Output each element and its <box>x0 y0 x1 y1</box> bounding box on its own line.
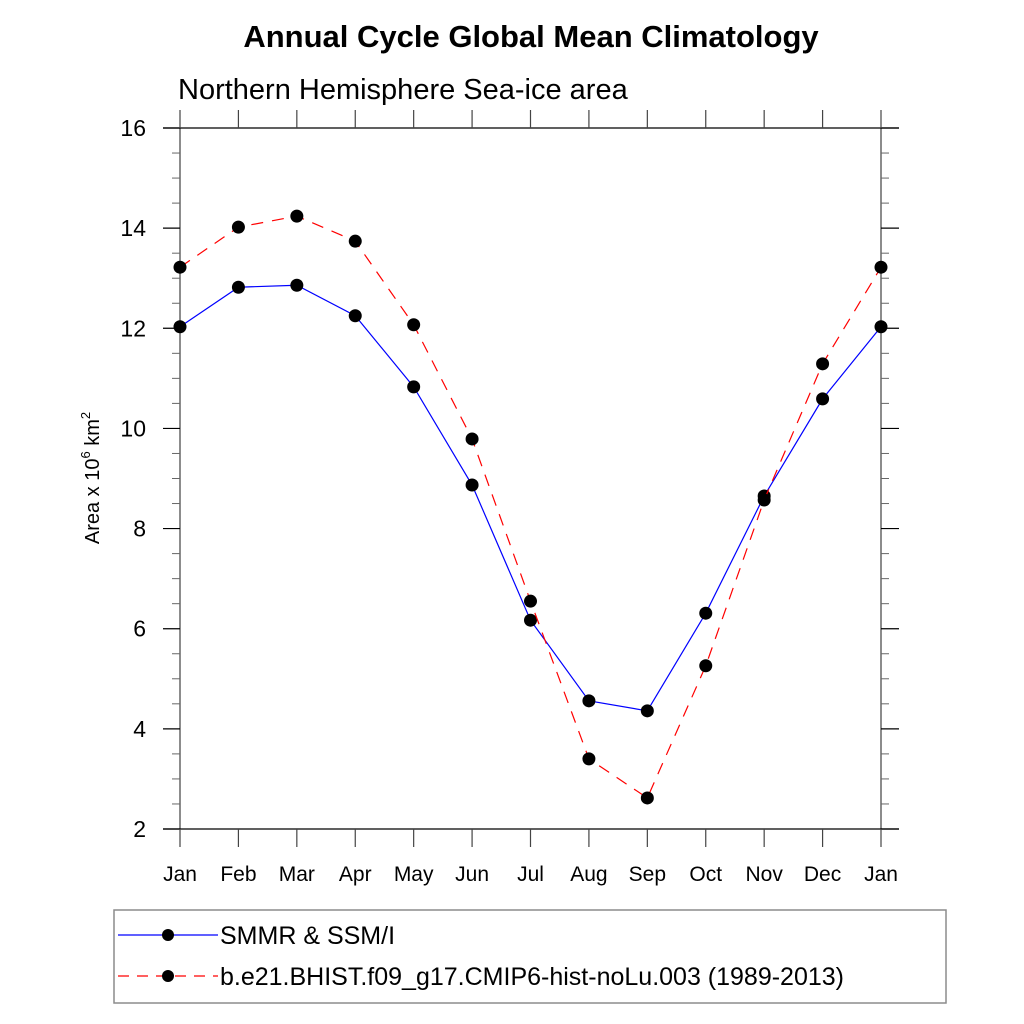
series-0 <box>173 278 888 718</box>
y-axis-label-unit: km <box>82 419 104 451</box>
data-point <box>582 694 596 708</box>
y-axis-label-exponent: 6 <box>78 451 93 458</box>
y-tick-label: 2 <box>133 816 146 842</box>
y-tick-label: 4 <box>133 716 146 742</box>
data-point <box>816 357 830 371</box>
data-point <box>582 752 596 766</box>
data-point <box>699 606 713 620</box>
legend-label-obs: SMMR & SSM/I <box>220 922 395 950</box>
data-point <box>348 309 362 323</box>
y-tick-label: 14 <box>120 215 146 241</box>
legend-marker-model <box>162 970 174 982</box>
legend-label-model: b.e21.BHIST.f09_g17.CMIP6-hist-noLu.003 … <box>220 963 844 991</box>
data-point <box>816 392 830 406</box>
data-point <box>874 320 888 334</box>
data-point <box>348 234 362 248</box>
data-point <box>699 659 713 673</box>
data-point <box>757 493 771 507</box>
data-point <box>524 613 537 627</box>
data-point <box>173 320 187 334</box>
y-tick-labels: 2 4 6 8 10 12 14 16 <box>120 115 146 842</box>
x-tick-label: Oct <box>689 863 722 886</box>
y-tick-label: 10 <box>120 415 146 441</box>
data-point <box>231 280 245 294</box>
data-point <box>465 478 479 492</box>
data-point <box>407 380 421 394</box>
data-point <box>290 278 304 292</box>
x-tick-label: Sep <box>629 863 666 886</box>
y-tick-label: 6 <box>133 616 146 642</box>
data-point <box>640 791 654 805</box>
data-point <box>524 594 537 608</box>
chart-title: Annual Cycle Global Mean Climatology <box>243 19 819 54</box>
y-axis-label: Area x 106 km2 <box>78 412 104 544</box>
x-tick-label: May <box>394 863 434 886</box>
data-point <box>407 318 421 332</box>
x-tick-label: Feb <box>220 863 256 886</box>
x-tick-label: Apr <box>339 863 372 886</box>
data-point <box>290 209 304 223</box>
data-point <box>173 260 187 274</box>
data-point <box>874 260 888 274</box>
y-tick-label: 16 <box>120 115 146 141</box>
x-tick-label: Jan <box>864 863 898 886</box>
series-line <box>179 284 882 712</box>
series-1 <box>173 209 888 805</box>
y-tick-label: 12 <box>120 315 146 341</box>
data-point <box>465 432 479 446</box>
axes <box>163 110 899 847</box>
x-tick-label: Aug <box>570 863 607 886</box>
series-group <box>173 209 888 805</box>
chart-subtitle: Northern Hemisphere Sea-ice area <box>178 74 629 106</box>
x-tick-label: Dec <box>804 863 841 886</box>
data-point <box>231 220 245 234</box>
y-tick-label: 8 <box>133 516 146 542</box>
x-tick-label: Jan <box>163 863 197 886</box>
x-tick-label: Nov <box>745 863 783 886</box>
x-tick-label: Jul <box>517 863 544 886</box>
y-axis-label-base: Area x 10 <box>82 459 104 545</box>
x-tick-label: Mar <box>279 863 315 886</box>
series-line <box>179 215 882 799</box>
x-tick-labels: Jan Feb Mar Apr May Jun Jul Aug Sep Oct Nov Dec Jan <box>163 863 898 886</box>
legend: SMMR & SSM/I b.e21.BHIST.f09_g17.CMIP6-h… <box>113 909 947 1004</box>
legend-marker-obs <box>162 929 174 941</box>
y-axis-label-unit-exponent: 2 <box>78 412 93 419</box>
x-tick-label: Jun <box>455 863 489 886</box>
legend-box <box>113 909 947 1004</box>
data-point <box>640 704 654 718</box>
